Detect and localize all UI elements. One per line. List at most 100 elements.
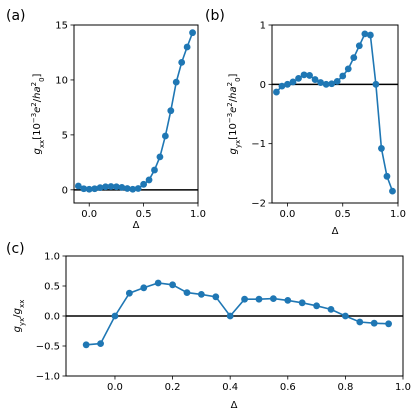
panel-b-ytick-label: 1 — [260, 21, 266, 32]
panel-b: (b) 0.0 0.5 1.0 −2 −1 0 1 Δ gyx[10−3e2/ha20] — [205, 8, 406, 237]
panel-a-point — [161, 132, 169, 140]
panel-c: (c) 0.0 0.2 0.4 0.6 0.8 1.0−1.0−0.50.00.51.0 … — [6, 241, 411, 411]
panel-c-point — [226, 312, 234, 320]
panel-a-point — [189, 29, 196, 37]
panel-a-point — [107, 183, 115, 190]
panel-c-point — [341, 312, 349, 320]
panel-a-point — [172, 78, 180, 86]
panel-c-xtick-label: 0.2 — [165, 382, 181, 393]
panel-c-point — [183, 289, 191, 296]
panel-c-point — [284, 297, 292, 304]
panel-c-point — [111, 312, 119, 320]
panel-b-point — [322, 80, 330, 88]
panel-a-point — [183, 43, 191, 51]
panel-c-ytick-label: 1.0 — [44, 252, 60, 263]
panel-b-ticks: 0.0 0.5 1.0 −2 −1 0 1 — [251, 21, 406, 221]
panel-b-ytick-label: −2 — [251, 199, 266, 210]
panel-a: (a) 0.0 0.5 1.0 0 5 10 15 Δ gxx[10−3e2/ha20] — [6, 8, 206, 231]
panel-b-ytick-label: −1 — [251, 139, 266, 150]
panel-c-ytick-label: −0.5 — [36, 342, 60, 353]
panel-b-marks — [272, 30, 398, 195]
panel-a-point — [96, 184, 104, 192]
panel-a-ticks: 0.0 0.5 1.0 0 5 10 15 — [55, 21, 206, 221]
panel-b-point — [317, 79, 325, 86]
panel-label-c: (c) — [6, 241, 25, 257]
panel-a-ytick-label: 5 — [62, 130, 68, 141]
panel-b-point — [383, 172, 391, 180]
panel-b-point — [350, 54, 358, 62]
panel-a-xtick-label: 1.0 — [190, 209, 206, 220]
panel-a-point — [91, 185, 99, 193]
panel-b-point — [295, 75, 302, 82]
panel-label-b: (b) — [205, 8, 225, 24]
panel-c-point — [241, 295, 248, 303]
panel-a-frame — [73, 24, 199, 204]
panel-a-marks — [74, 29, 198, 193]
panel-c-ticks: 0.0 0.2 0.4 0.6 0.8 1.0 −1.0 −0.5 0.0 0.5 1.0 — [36, 252, 411, 394]
panel-b-ylabel: gyx[10−3e2/ha20] — [226, 73, 242, 154]
panel-c-xtick-label: 0.6 — [280, 382, 296, 393]
panel-a-ytick-label: 15 — [55, 21, 68, 32]
panel-a-point — [123, 185, 131, 192]
panel-c-point — [125, 289, 133, 297]
panel-b-point — [339, 72, 347, 80]
panel-c-xlabel: Δ — [231, 400, 238, 411]
panel-b-xtick-label: 0.5 — [335, 209, 351, 220]
panel-c-point — [385, 320, 392, 328]
panel-a-ytick-label: 10 — [55, 75, 68, 86]
panel-b-xtick-label: 1.0 — [390, 209, 406, 220]
panel-c-series-line — [86, 282, 389, 346]
panel-a-point — [134, 185, 142, 192]
panel-c-point — [97, 340, 104, 347]
panel-c-xtick-label: 0.0 — [107, 382, 123, 393]
panel-b-point — [372, 80, 380, 88]
panel-c-point — [82, 341, 90, 349]
panel-a-point — [167, 107, 175, 115]
panel-b-point — [366, 31, 374, 39]
panel-b-point — [389, 187, 396, 195]
panel-c-ytick-label: −1.0 — [36, 372, 60, 383]
panel-b-point — [328, 80, 336, 88]
panel-b-point — [311, 76, 319, 83]
panel-b-point — [355, 42, 363, 50]
panel-c-point — [212, 293, 220, 301]
panel-a-point — [151, 166, 158, 174]
panel-b-point — [278, 82, 286, 90]
panel-a-xtick-label: 0.0 — [81, 209, 97, 220]
panel-b-point — [284, 80, 291, 88]
panel-a-point — [140, 180, 148, 188]
panel-a-point — [178, 58, 186, 66]
panel-c-point — [140, 284, 148, 292]
panel-c-point — [313, 302, 320, 310]
panel-c-point — [169, 281, 176, 289]
panel-c-point — [356, 318, 364, 326]
panel-b-point — [300, 71, 308, 79]
panel-a-point — [85, 185, 93, 193]
panel-b-ytick-label: 0 — [260, 80, 266, 91]
panel-a-ylabel: gxx[10−3e2/ha20] — [30, 73, 46, 154]
panel-c-ytick-label: 0.0 — [44, 312, 60, 323]
panel-c-point — [327, 306, 335, 313]
panel-a-point — [129, 185, 137, 193]
panel-c-point — [154, 279, 162, 287]
panel-b-point — [344, 65, 352, 73]
panel-c-xtick-label: 0.4 — [222, 382, 238, 393]
panel-b-series-line — [275, 32, 394, 192]
panel-b-point — [306, 72, 313, 79]
panel-a-point — [145, 176, 153, 184]
panel-c-point — [370, 319, 378, 327]
panel-b-point — [273, 88, 280, 96]
panel-a-xtick-label: 0.5 — [136, 209, 152, 220]
panel-c-point — [269, 295, 277, 302]
panel-c-point — [197, 291, 205, 298]
panel-c-ytick-label: 0.5 — [44, 282, 60, 293]
panel-b-frame — [271, 24, 399, 204]
panel-c-ylabel: gyx/gxx — [12, 300, 26, 333]
panel-c-xtick-label: 1.0 — [395, 382, 411, 393]
panel-a-xlabel: Δ — [133, 220, 140, 231]
panel-a-point — [102, 183, 109, 191]
panel-a-ytick-label: 0 — [62, 185, 68, 196]
panel-a-point — [118, 183, 126, 191]
panel-c-xtick-label: 0.8 — [337, 382, 353, 393]
